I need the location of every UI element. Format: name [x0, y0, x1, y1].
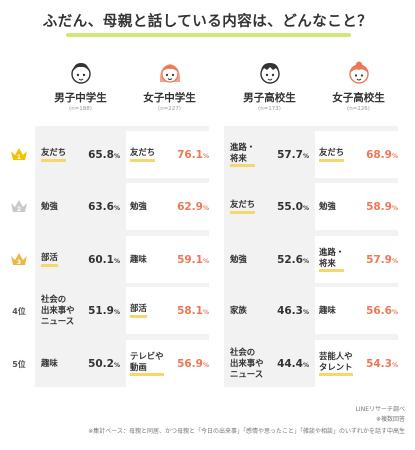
group-name: 男子中学生 — [54, 92, 107, 104]
group-header: 女子中学生 (n=227) — [124, 60, 215, 112]
group-name: 男子高校生 — [243, 92, 296, 104]
percent-value: 55.0% — [277, 200, 309, 213]
percent-value: 57.7% — [277, 148, 309, 161]
group-sample-size: (n=188) — [69, 106, 92, 112]
boy-face-icon — [257, 60, 283, 86]
percent-value: 62.9% — [177, 200, 209, 213]
topic-label: 社会の 出来事や ニュース — [230, 347, 264, 379]
ranking-cell: 家族 46.3% — [226, 287, 313, 334]
gold-crown-icon: 1 — [8, 147, 30, 164]
percent-value: 65.8% — [88, 148, 120, 161]
title-underline — [66, 33, 351, 37]
rank-label: 4位 — [12, 307, 26, 316]
topic-label: テレビや 動画 — [130, 351, 164, 377]
topic-label: 趣味 — [41, 358, 58, 369]
percent-value: 52.6% — [277, 253, 309, 266]
group-sample-size: (n=227) — [158, 106, 181, 112]
ranking-cell: テレビや 動画 56.9% — [126, 340, 213, 387]
bronze-crown-icon: 3 — [8, 252, 30, 269]
topic-label: 家族 — [230, 305, 247, 316]
percent-value: 54.3% — [366, 357, 398, 370]
ranking-cell: 趣味 50.2% — [37, 340, 124, 387]
note-base: ※集計ベース：母親と同居、かつ母親と「今日の出来事」「感情や思ったこと」「雑談や… — [88, 428, 405, 435]
ranking-cell: 社会の 出来事や ニュース 51.9% — [37, 287, 124, 334]
topic-label: 友だち — [319, 147, 345, 162]
ranking-cell: 友だち 65.8% — [37, 131, 124, 178]
topic-label: 部活 — [41, 252, 58, 267]
topic-label: 部活 — [130, 303, 147, 318]
topic-label: 勉強 — [130, 201, 147, 212]
group-sample-size: (n=173) — [258, 106, 281, 112]
ranking-cell: 勉強 63.6% — [37, 183, 124, 230]
group-header: 男子中学生 (n=188) — [35, 60, 126, 112]
percent-value: 58.1% — [177, 304, 209, 317]
group-sample-size: (n=226) — [347, 106, 370, 112]
percent-value: 58.9% — [366, 200, 398, 213]
group-name: 女子高校生 — [332, 92, 385, 104]
ranking-cell: 部活 58.1% — [126, 287, 213, 334]
ranking-cell: 進路・ 将来 57.7% — [226, 131, 313, 178]
topic-label: 友だち — [130, 147, 156, 162]
ranking-cell: 勉強 58.9% — [315, 183, 402, 230]
silver-crown-icon: 2 — [8, 199, 30, 216]
topic-label: 友だち — [41, 147, 67, 162]
ranking-cell: 勉強 62.9% — [126, 183, 213, 230]
ranking-cell: 芸能人や タレント 54.3% — [315, 340, 402, 387]
percent-value: 50.2% — [88, 357, 120, 370]
ranking-cell: 友だち 76.1% — [126, 131, 213, 178]
percent-value: 59.1% — [177, 253, 209, 266]
percent-value: 76.1% — [177, 148, 209, 161]
topic-label: 趣味 — [319, 305, 336, 316]
boy-face-icon — [68, 60, 94, 86]
percent-value: 56.6% — [366, 304, 398, 317]
ranking-cell: 友だち 68.9% — [315, 131, 402, 178]
topic-label: 勉強 — [319, 201, 336, 212]
topic-label: 進路・ 将来 — [230, 142, 256, 168]
percent-value: 44.4% — [277, 357, 309, 370]
svg-text:2: 2 — [17, 206, 21, 213]
percent-value: 60.1% — [88, 253, 120, 266]
source-text: LINEリサーチ調べ — [355, 406, 405, 413]
group-header: 女子高校生 (n=226) — [313, 60, 404, 112]
svg-text:1: 1 — [17, 154, 21, 161]
girl-face-icon — [346, 60, 372, 86]
topic-label: 勉強 — [230, 254, 247, 265]
page-title: ふだん、母親と話している内容は、どんなこと？ — [42, 14, 373, 30]
group-header: 男子高校生 (n=173) — [224, 60, 315, 112]
ranking-cell: 勉強 52.6% — [226, 236, 313, 283]
svg-text:3: 3 — [17, 259, 21, 266]
percent-value: 57.9% — [366, 253, 398, 266]
ranking-cell: 部活 60.1% — [37, 236, 124, 283]
ranking-cell: 趣味 59.1% — [126, 236, 213, 283]
topic-label: 趣味 — [130, 254, 147, 265]
percent-value: 63.6% — [88, 200, 120, 213]
topic-label: 友だち — [230, 199, 256, 214]
note-multiple-answer: ※複数回答 — [375, 416, 405, 423]
topic-label: 芸能人や タレント — [319, 351, 353, 377]
ranking-cell: 社会の 出来事や ニュース 44.4% — [226, 340, 313, 387]
ranking-cell: 進路・ 将来 57.9% — [315, 236, 402, 283]
topic-label: 進路・ 将来 — [319, 247, 345, 273]
ranking-cell: 趣味 56.6% — [315, 287, 402, 334]
girl-face-icon — [157, 60, 183, 86]
percent-value: 51.9% — [88, 304, 120, 317]
percent-value: 56.9% — [177, 357, 209, 370]
topic-label: 社会の 出来事や ニュース — [41, 294, 75, 326]
percent-value: 68.9% — [366, 148, 398, 161]
group-name: 女子中学生 — [143, 92, 196, 104]
ranking-cell: 友だち 55.0% — [226, 183, 313, 230]
topic-label: 勉強 — [41, 201, 58, 212]
percent-value: 46.3% — [277, 304, 309, 317]
rank-label: 5位 — [12, 360, 26, 369]
